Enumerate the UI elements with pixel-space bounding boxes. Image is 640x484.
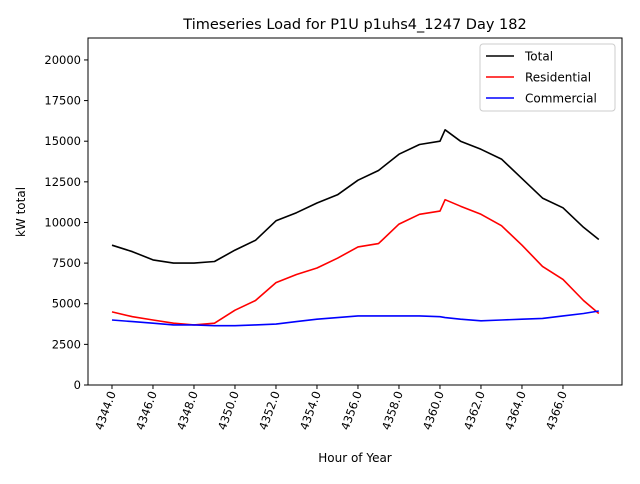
legend-label-residential: Residential xyxy=(525,71,591,85)
x-tick-label: 4356.0 xyxy=(338,389,365,432)
series-line-total xyxy=(111,129,600,264)
x-tick-label: 4358.0 xyxy=(379,389,406,432)
x-tick-label: 4364.0 xyxy=(502,389,529,432)
y-tick-label: 12500 xyxy=(44,175,81,189)
y-tick-label: 5000 xyxy=(52,297,81,311)
x-tick-label: 4360.0 xyxy=(420,389,447,432)
y-axis-label: kW total xyxy=(14,187,28,237)
y-tick-label: 10000 xyxy=(44,215,81,229)
x-tick-label: 4344.0 xyxy=(92,389,119,432)
x-tick-label: 4354.0 xyxy=(297,389,324,432)
x-axis-label: Hour of Year xyxy=(318,451,392,465)
y-tick-label: 7500 xyxy=(52,256,81,270)
legend: Total Residential Commercial xyxy=(479,43,616,112)
y-tick-label: 17500 xyxy=(44,94,81,108)
x-tick-label: 4366.0 xyxy=(543,389,570,432)
x-tick-label: 4346.0 xyxy=(133,389,160,432)
y-tick-label: 20000 xyxy=(44,53,81,67)
x-tick-label: 4348.0 xyxy=(174,389,201,432)
series-line-residential xyxy=(111,198,600,326)
x-tick-label: 4352.0 xyxy=(256,389,283,432)
y-tick-label: 2500 xyxy=(52,337,81,351)
series-line-commercial xyxy=(111,310,599,327)
x-tick-label: 4350.0 xyxy=(215,389,242,432)
legend-label-total: Total xyxy=(524,50,553,64)
plot-frame xyxy=(87,37,623,386)
y-tick-label: 15000 xyxy=(44,134,81,148)
y-tick-label: 0 xyxy=(74,378,81,392)
legend-label-commercial: Commercial xyxy=(525,92,597,106)
x-tick-label: 4362.0 xyxy=(461,389,488,432)
chart-title: Timeseries Load for P1U p1uhs4_1247 Day … xyxy=(182,17,526,33)
